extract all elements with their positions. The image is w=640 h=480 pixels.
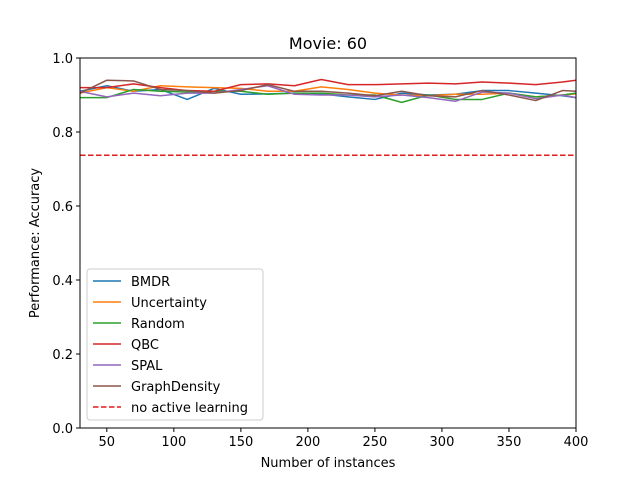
chart-title: Movie: 60 <box>289 34 367 53</box>
plot-area <box>80 78 576 157</box>
x-tick-label: 250 <box>363 435 388 450</box>
legend-label: BMDR <box>131 275 170 290</box>
x-tick-label: 50 <box>99 435 116 450</box>
series-line-spal <box>80 85 576 103</box>
y-tick-label: 0.2 <box>52 348 73 363</box>
x-axis-label: Number of instances <box>261 456 396 471</box>
legend-label: QBC <box>131 338 159 353</box>
axis-ticks: 50 100 150 200 250 300 350 400 0.0 0.2 0.4 0.6 0.8 1.… <box>52 52 588 450</box>
plot-frame <box>79 57 577 429</box>
y-axis-label: Performance: Accuracy <box>28 168 43 319</box>
y-tick-label: 1.0 <box>52 52 73 67</box>
y-tick-label: 0.4 <box>52 274 73 289</box>
y-tick-label: 0.8 <box>52 126 73 141</box>
x-tick-label: 300 <box>430 435 455 450</box>
x-tick-label: 200 <box>295 435 320 450</box>
y-tick-label: 0.6 <box>52 200 73 215</box>
series-line-qbc <box>80 78 576 93</box>
legend-label: no active learning <box>131 401 248 416</box>
x-tick-label: 100 <box>161 435 186 450</box>
legend-box <box>86 268 264 421</box>
y-tick-label: 0.0 <box>52 422 73 437</box>
x-tick-label: 350 <box>497 435 522 450</box>
legend-label: Uncertainty <box>131 296 207 311</box>
x-tick-label: 150 <box>228 435 253 450</box>
legend: BMDR Uncertainty Random QBC SPAL GraphDensity… <box>86 268 264 421</box>
legend-label: SPAL <box>131 359 163 374</box>
x-tick-label: 400 <box>564 435 589 450</box>
series-line-graphdensity <box>80 79 576 102</box>
legend-label: Random <box>131 317 185 332</box>
legend-label: GraphDensity <box>131 380 221 395</box>
